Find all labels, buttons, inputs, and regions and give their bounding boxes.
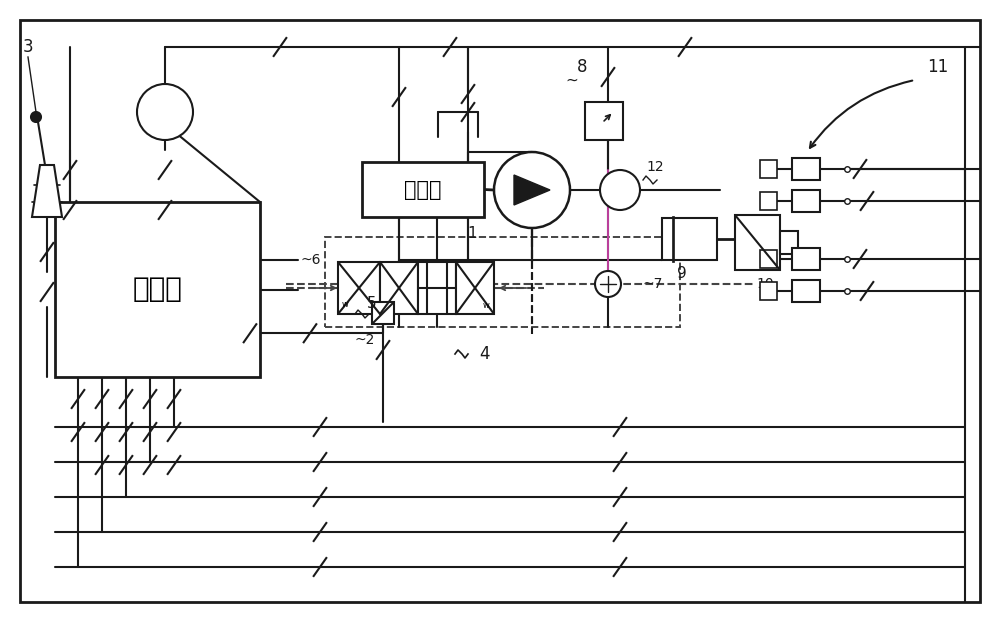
Bar [792,190,820,212]
Text: ~: ~ [566,73,578,88]
Text: ~7: ~7 [642,277,662,291]
Bar [372,302,394,324]
Text: 12: 12 [646,160,664,174]
Text: ~2: ~2 [355,333,375,347]
Text: 10: 10 [756,277,774,291]
Polygon shape [514,175,550,205]
Text: w: w [342,300,349,309]
Text: 3: 3 [23,38,33,56]
Text: 5: 5 [367,297,377,312]
Bar [362,162,484,217]
Bar [780,231,798,254]
Bar [585,102,623,140]
Bar [662,218,717,260]
Text: 4: 4 [480,345,490,363]
Circle shape [494,152,570,228]
Bar [760,250,777,268]
Bar [760,192,777,210]
Text: 9: 9 [677,266,687,282]
Bar [325,237,680,327]
Circle shape [595,271,621,297]
Text: 8: 8 [577,58,587,76]
Bar [735,215,780,270]
Text: ~6: ~6 [300,253,320,267]
Bar [792,280,820,302]
Circle shape [137,84,193,140]
Bar [456,262,494,314]
Bar [672,216,674,262]
Bar [760,160,777,178]
Bar [380,262,418,314]
Bar [760,282,777,300]
Circle shape [600,170,640,210]
Bar [55,202,260,377]
Text: 1: 1 [467,226,477,241]
Text: 发动机: 发动机 [404,180,442,200]
Circle shape [31,112,41,122]
Bar [792,248,820,270]
Polygon shape [32,165,62,217]
Bar [338,262,380,314]
Text: 控制器: 控制器 [133,276,182,304]
Text: w: w [483,301,490,310]
Text: 11: 11 [927,58,949,76]
Bar [418,262,456,314]
Bar [792,158,820,180]
